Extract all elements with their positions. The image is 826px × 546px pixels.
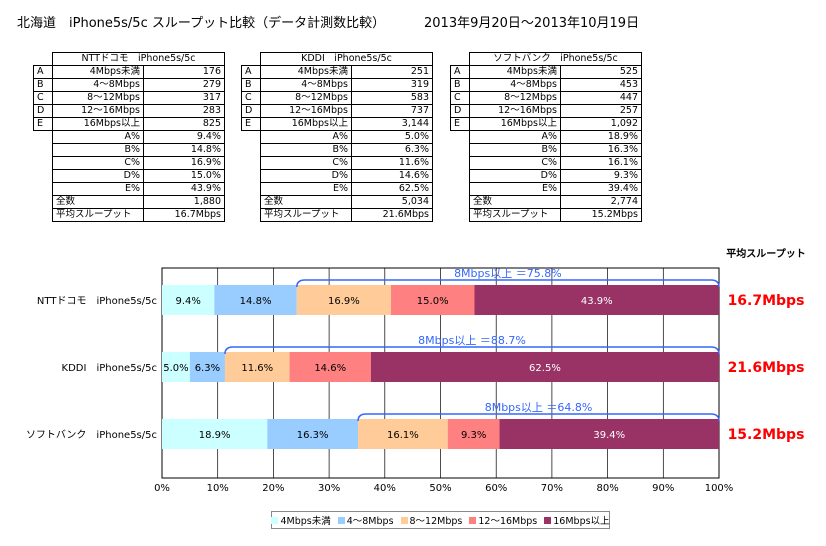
data-label: 9.3% xyxy=(461,430,486,441)
bar-segment xyxy=(499,419,719,449)
x-tick-label: 0% xyxy=(154,483,170,494)
data-label: 14.8% xyxy=(240,296,272,307)
legend-label: 4Mbps未満 xyxy=(280,516,331,527)
x-tick-label: 80% xyxy=(596,483,618,494)
data-label: 14.6% xyxy=(314,363,346,374)
legend-swatch xyxy=(271,516,279,524)
annotation-label: 8Mbps以上 ＝75.8% xyxy=(454,267,562,280)
legend-swatch xyxy=(469,516,477,524)
legend-item: 12～16Mbps xyxy=(469,513,537,527)
bar-segment xyxy=(162,419,268,449)
data-label: 5.0% xyxy=(163,363,188,374)
legend-swatch xyxy=(400,516,408,524)
avg-value: 21.6Mbps xyxy=(351,208,433,222)
x-tick-label: 70% xyxy=(541,483,563,494)
avg-value: 15.2Mbps xyxy=(560,208,642,222)
x-tick-label: 30% xyxy=(318,483,340,494)
bar-segment xyxy=(474,285,719,315)
throughput-header: 平均スループット xyxy=(726,247,805,260)
x-tick-label: 50% xyxy=(429,483,451,494)
bar-segment xyxy=(296,285,391,315)
data-label: 62.5% xyxy=(529,363,561,374)
table-kddi: KDDI iPhone5s/5c A 4Mbps未満 251 B 4～8Mbps 319… xyxy=(241,52,433,222)
bar-segment xyxy=(289,352,371,382)
annotation-label: 8Mbps以上 ＝64.8% xyxy=(485,401,593,414)
date-range: 2013年9月20日～2013年10月19日 xyxy=(424,16,640,31)
table-softbank: ソフトバンク iPhone5s/5c A 4Mbps未満 525 B 4～8Mbps 4… xyxy=(450,52,642,222)
table-docomo: NTTドコモ iPhone5s/5c A 4Mbps未満 176 B 4～8Mbps 2… xyxy=(33,52,225,222)
annotation-label: 8Mbps以上 ＝88.7% xyxy=(418,334,526,347)
legend-label: 16Mbps以上 xyxy=(553,516,610,527)
bar-segment xyxy=(162,285,215,315)
legend-label: 4～8Mbps xyxy=(346,516,394,527)
legend-label: 12～16Mbps xyxy=(478,516,538,527)
legend-swatch xyxy=(337,516,345,524)
bar-segment xyxy=(390,285,475,315)
bar-segment xyxy=(214,285,297,315)
x-tick-label: 10% xyxy=(207,483,229,494)
data-label: 15.0% xyxy=(417,296,449,307)
throughput-value: 15.2Mbps xyxy=(728,427,805,443)
avg-label: 平均スループット xyxy=(52,208,144,222)
annotation-bracket xyxy=(357,413,720,422)
x-tick-label: 20% xyxy=(262,483,284,494)
bar-segment xyxy=(370,352,719,382)
legend-item: 4～8Mbps xyxy=(337,513,394,527)
legend-item: 4Mbps未満 xyxy=(271,513,331,527)
category-label: NTTドコモ iPhone5s/5c xyxy=(37,296,157,307)
chart-title: 北海道 iPhone5s/5c スループット比較（データ計測数比較） xyxy=(17,16,386,31)
data-label: 16.1% xyxy=(387,430,419,441)
row-key: E xyxy=(450,117,470,131)
data-label: 9.4% xyxy=(175,296,200,307)
data-label: 16.3% xyxy=(297,430,329,441)
row-key: E xyxy=(33,117,53,131)
avg-label: 平均スループット xyxy=(469,208,561,222)
x-tick-label: 40% xyxy=(374,483,396,494)
legend-item: 8～12Mbps xyxy=(400,513,463,527)
legend-item: 16Mbps以上 xyxy=(544,513,610,527)
throughput-value: 21.6Mbps xyxy=(728,360,805,376)
annotation-bracket xyxy=(224,346,720,355)
annotation-bracket xyxy=(296,279,720,288)
throughput-value: 16.7Mbps xyxy=(728,293,805,309)
legend-label: 8～12Mbps xyxy=(409,516,463,527)
data-label: 16.9% xyxy=(328,296,360,307)
data-label: 39.4% xyxy=(593,430,625,441)
chart-legend: 4Mbps未満 4～8Mbps 8～12Mbps 12～16Mbps 16Mbps以上 xyxy=(271,511,610,529)
bar-segment xyxy=(189,352,225,382)
bar-segment xyxy=(267,419,359,449)
data-label: 43.9% xyxy=(581,296,613,307)
bar-segment xyxy=(358,419,448,449)
legend-swatch xyxy=(544,516,552,524)
category-label: KDDI iPhone5s/5c xyxy=(62,363,157,374)
x-tick-label: 60% xyxy=(485,483,507,494)
x-tick-label: 90% xyxy=(652,483,674,494)
bar-segment xyxy=(224,352,290,382)
category-label: ソフトバンク iPhone5s/5c xyxy=(26,429,157,441)
data-label: 6.3% xyxy=(195,363,220,374)
avg-value: 16.7Mbps xyxy=(143,208,225,222)
data-label: 18.9% xyxy=(199,430,231,441)
x-tick-label: 100% xyxy=(705,483,734,494)
bar-segment xyxy=(162,352,190,382)
data-label: 11.6% xyxy=(241,363,273,374)
bar-segment xyxy=(447,419,500,449)
